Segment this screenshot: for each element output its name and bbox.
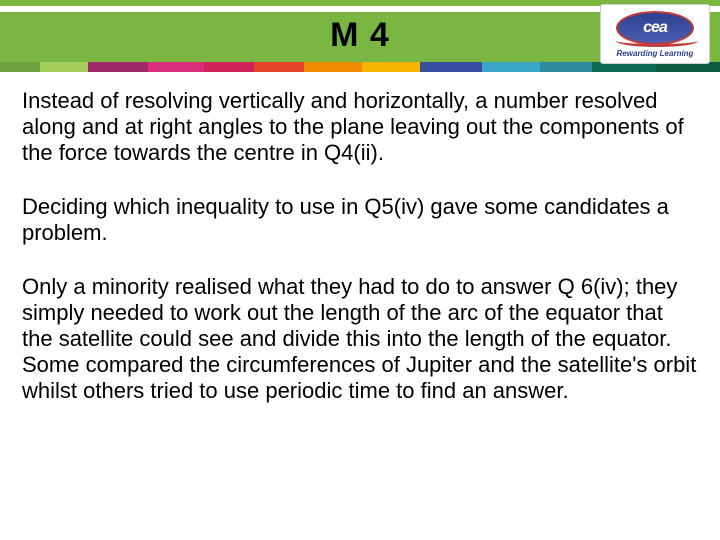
logo-text: cea: [643, 19, 667, 37]
color-seg-6: [304, 62, 362, 72]
logo-tagline: Rewarding Learning: [617, 49, 694, 58]
color-seg-7: [362, 62, 420, 72]
paragraph-1: Instead of resolving vertically and hori…: [22, 88, 698, 166]
paragraph-3: Only a minority realised what they had t…: [22, 274, 698, 404]
color-seg-9: [482, 62, 540, 72]
color-seg-1: [40, 62, 88, 72]
slide: M 4 cea Rewarding Learning Instead of re…: [0, 0, 720, 540]
paragraph-2: Deciding which inequality to use in Q5(i…: [22, 194, 698, 246]
logo-swoosh-icon: [616, 35, 698, 47]
color-seg-8: [420, 62, 482, 72]
color-seg-0: [0, 62, 40, 72]
color-seg-5: [254, 62, 304, 72]
slide-body: Instead of resolving vertically and hori…: [22, 88, 698, 432]
color-seg-3: [148, 62, 204, 72]
logo: cea Rewarding Learning: [600, 4, 710, 64]
color-seg-2: [88, 62, 148, 72]
color-seg-10: [540, 62, 592, 72]
color-seg-4: [204, 62, 254, 72]
logo-oval: cea: [616, 11, 694, 45]
